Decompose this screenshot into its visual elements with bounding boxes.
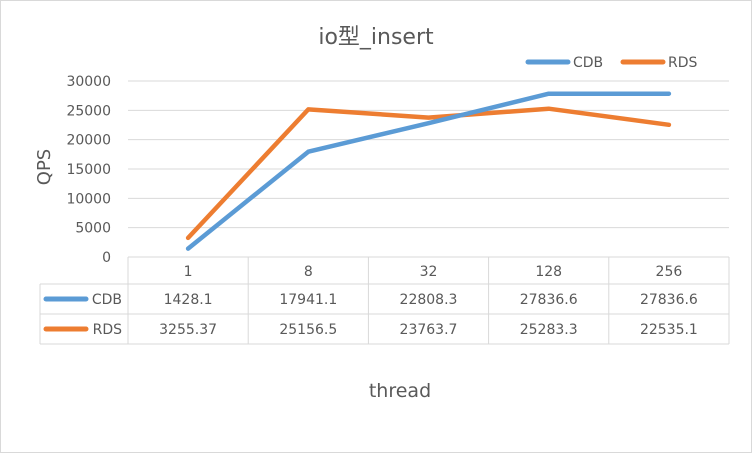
chart-title: io型_insert — [318, 25, 434, 50]
table-value: 25156.5 — [279, 322, 337, 338]
y-axis-title: QPS — [34, 149, 55, 185]
legend-label: CDB — [573, 55, 603, 71]
y-tick-label: 25000 — [66, 103, 111, 119]
y-tick-label: 5000 — [75, 221, 111, 237]
table-value: 1428.1 — [164, 292, 213, 308]
table-value: 22535.1 — [640, 322, 698, 338]
series-line — [185, 106, 672, 241]
table-value: 23763.7 — [400, 322, 458, 338]
table-value: 27836.6 — [640, 292, 698, 308]
table-value: 25283.3 — [520, 322, 578, 338]
series-line — [185, 91, 672, 251]
table-series-name: RDS — [93, 322, 123, 338]
y-tick-label: 10000 — [66, 191, 111, 207]
y-tick-label: 15000 — [66, 162, 111, 178]
table-value: 17941.1 — [279, 292, 337, 308]
table-value: 3255.37 — [159, 322, 217, 338]
legend-label: RDS — [668, 55, 698, 71]
table-value: 27836.6 — [520, 292, 578, 308]
y-tick-label: 30000 — [66, 74, 111, 90]
x-axis-title: thread — [369, 380, 431, 402]
x-tick-label: 128 — [535, 264, 562, 280]
x-tick-label: 1 — [184, 264, 193, 280]
table-value: 22808.3 — [400, 292, 458, 308]
x-tick-label: 32 — [420, 264, 438, 280]
x-tick-label: 8 — [304, 264, 313, 280]
y-tick-label: 20000 — [66, 133, 111, 149]
y-tick-label: 0 — [102, 250, 111, 266]
table-series-name: CDB — [92, 292, 122, 308]
x-tick-label: 256 — [656, 264, 683, 280]
